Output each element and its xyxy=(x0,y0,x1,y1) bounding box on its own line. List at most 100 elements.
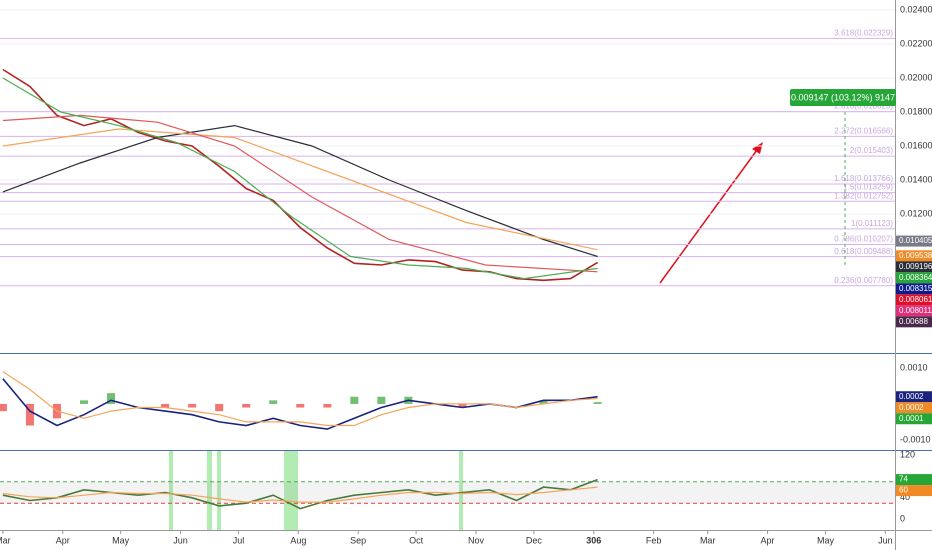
price-tag-label: 0.008011 xyxy=(899,306,932,315)
highlight xyxy=(169,451,173,530)
price-tag-label: 74 xyxy=(899,475,908,484)
x-tick-label: May xyxy=(817,535,835,545)
fib-label: 0.786(0.010207) xyxy=(834,235,893,244)
price-tag xyxy=(896,474,932,486)
price-tag xyxy=(896,413,932,425)
y-tick-label: 40 xyxy=(900,492,910,502)
price-tag xyxy=(896,485,932,497)
histogram-bar xyxy=(25,403,34,426)
arrow-head xyxy=(752,142,763,154)
series-line xyxy=(2,486,598,503)
y-tick-label: 120 xyxy=(900,449,915,459)
histogram-bar xyxy=(215,403,224,412)
fib-label: 0.618(0.009488) xyxy=(834,247,893,256)
x-tick-label: Nov xyxy=(468,535,485,545)
price-tag-label: 0.008315 xyxy=(899,284,932,293)
measure-box xyxy=(790,89,896,106)
y-tick-label: -0.0010 xyxy=(900,434,931,444)
x-tick-label: Sep xyxy=(350,535,366,545)
price-tag-label: 60 xyxy=(899,486,908,495)
fib-label: 1.5(0.013259) xyxy=(843,183,893,192)
histogram-bar xyxy=(269,400,278,404)
x-tick-label: Apr xyxy=(56,535,70,545)
price-tag xyxy=(896,250,932,262)
histogram-bar xyxy=(296,403,305,408)
price-tag-label: 0.0001 xyxy=(899,414,924,423)
histogram-bar xyxy=(79,400,88,404)
price-tag-label: 0.0002 xyxy=(899,392,924,401)
x-tick-label: Oct xyxy=(409,535,424,545)
x-tick-label: Mar xyxy=(700,535,716,545)
price-tag xyxy=(896,391,932,403)
histogram-bar xyxy=(161,403,170,408)
highlight xyxy=(459,451,463,530)
series-line xyxy=(2,124,598,258)
series-line xyxy=(2,371,598,427)
price-tag xyxy=(896,272,932,284)
histogram-bar xyxy=(458,403,467,408)
histogram-bar xyxy=(377,396,386,404)
histogram-bar xyxy=(242,403,251,408)
price-tag xyxy=(896,261,932,273)
x-tick-label: Apr xyxy=(761,535,775,545)
arrow xyxy=(659,149,758,284)
price-tag xyxy=(896,294,932,306)
price-tag xyxy=(896,305,932,317)
highlight xyxy=(217,451,221,530)
y-tick-label: 0.012000 xyxy=(900,208,932,218)
x-tick-label: Jun xyxy=(878,535,893,545)
highlight xyxy=(284,451,298,530)
price-tag xyxy=(896,235,932,247)
y-tick-label: 0 xyxy=(900,514,905,524)
series-line xyxy=(2,114,598,273)
x-tick-label: Feb xyxy=(646,535,662,545)
price-tag-label: 0.010405 xyxy=(899,236,932,245)
price-tag xyxy=(896,283,932,295)
measure-label: 0.009147 (103.12%) 9147 xyxy=(791,92,895,102)
price-tag-label: 0.0002 xyxy=(899,403,924,412)
x-tick-label: May xyxy=(112,535,130,545)
histogram-bar xyxy=(107,393,116,404)
rsi-highlights xyxy=(169,451,463,530)
x-tick-label: Jun xyxy=(173,535,188,545)
histogram-bar xyxy=(323,403,332,408)
price-tag-label: 0.008364 xyxy=(899,273,932,282)
x-tick-label: Dec xyxy=(526,535,543,545)
histogram-bar xyxy=(593,402,602,404)
y-tick-label: 0.0010 xyxy=(900,362,928,372)
histogram-bar xyxy=(0,403,7,412)
histogram-bar xyxy=(539,400,548,404)
histogram-bar xyxy=(350,396,359,404)
fib-label: 2.272(0.016566) xyxy=(834,126,893,135)
price-tag-label: 0.00688 xyxy=(899,317,928,326)
histogram-bar xyxy=(188,403,197,408)
fib-label: 3.618(0.022329) xyxy=(834,29,893,38)
price-tag xyxy=(896,316,932,328)
price-tag-label: 0.009196 xyxy=(899,262,932,271)
price-tag-label: 0.009538 xyxy=(899,251,932,260)
price-tag xyxy=(896,402,932,414)
fib-label: 2.618(0.018025) xyxy=(834,102,893,111)
series-line xyxy=(2,77,598,280)
x-tick-label: Aug xyxy=(290,535,306,545)
x-tick-label: Jul xyxy=(233,535,245,545)
highlight xyxy=(207,451,212,530)
series-line xyxy=(2,128,598,251)
fib-label: 1.382(0.012752) xyxy=(834,191,893,200)
x-tick-label: Mar xyxy=(0,535,11,545)
fib-label: 2(0.015403) xyxy=(850,146,893,155)
fib-label: 1(0.011123) xyxy=(851,219,893,228)
price-tag-label: 0.008061 xyxy=(899,295,932,304)
fib-label: 0.236(0.007780) xyxy=(834,276,893,285)
fib-label: 1.618(0.013766) xyxy=(834,174,893,183)
x-tick-label: 306 xyxy=(586,535,601,545)
